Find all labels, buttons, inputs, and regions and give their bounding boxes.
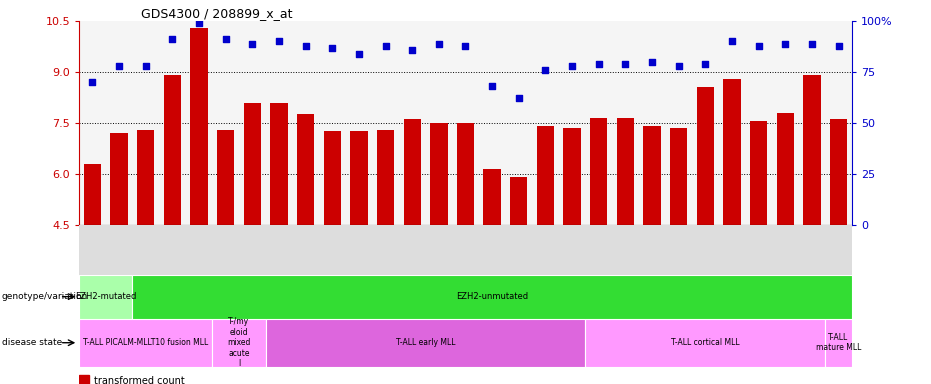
Bar [270, 103, 288, 225]
Bar [403, 119, 421, 225]
Point [777, 40, 792, 46]
Bar [616, 118, 634, 225]
Bar [79, 319, 212, 367]
Text: disease state: disease state [2, 338, 62, 347]
Text: T-ALL PICALM-MLLT10 fusion MLL: T-ALL PICALM-MLLT10 fusion MLL [83, 338, 209, 347]
Point [298, 43, 313, 49]
Point [511, 95, 526, 101]
Point [564, 63, 579, 69]
Bar [723, 79, 741, 225]
Bar [377, 130, 394, 225]
Text: T-/my
eloid
mixed
acute
l: T-/my eloid mixed acute l [227, 318, 250, 368]
Bar [137, 130, 155, 225]
Point [85, 79, 100, 85]
Bar [217, 130, 235, 225]
Point [218, 36, 233, 43]
Point [139, 63, 154, 69]
Point [112, 63, 127, 69]
Text: GDS4300 / 208899_x_at: GDS4300 / 208899_x_at [141, 7, 292, 20]
Point [644, 59, 659, 65]
Point [458, 43, 473, 49]
Point [405, 46, 420, 53]
Bar [84, 164, 101, 225]
Bar [483, 169, 501, 225]
Bar [324, 131, 341, 225]
Bar [590, 118, 607, 225]
Point [272, 38, 287, 45]
Bar [212, 319, 265, 367]
Point [485, 83, 500, 89]
Point [591, 61, 606, 67]
Text: T-ALL
mature MLL: T-ALL mature MLL [816, 333, 861, 353]
Bar [586, 319, 825, 367]
Point [352, 51, 367, 57]
Bar [164, 75, 181, 225]
Point [325, 45, 340, 51]
Point [618, 61, 633, 67]
Bar [79, 275, 132, 319]
Bar [111, 133, 128, 225]
Point [804, 40, 819, 46]
Point [724, 38, 739, 45]
Bar [190, 28, 208, 225]
Text: EZH2-mutated: EZH2-mutated [75, 292, 137, 301]
Bar [265, 319, 586, 367]
Bar [803, 75, 820, 225]
Point [192, 20, 207, 26]
Point [245, 40, 260, 46]
Text: genotype/variation: genotype/variation [2, 292, 88, 301]
Bar [696, 87, 714, 225]
Bar [79, 375, 89, 384]
Point [165, 36, 180, 43]
Text: T-ALL early MLL: T-ALL early MLL [396, 338, 455, 347]
Point [751, 43, 766, 49]
Bar [510, 177, 528, 225]
Text: EZH2-unmutated: EZH2-unmutated [456, 292, 528, 301]
Point [698, 61, 713, 67]
Bar [430, 123, 448, 225]
Bar [670, 128, 687, 225]
Point [378, 43, 393, 49]
Bar [297, 114, 315, 225]
Bar [643, 126, 661, 225]
Bar [825, 319, 852, 367]
Bar [244, 103, 261, 225]
Bar [457, 123, 474, 225]
Bar [776, 113, 794, 225]
Bar [750, 121, 767, 225]
Bar [563, 128, 581, 225]
Bar [350, 131, 368, 225]
Text: transformed count: transformed count [94, 376, 184, 384]
Text: T-ALL cortical MLL: T-ALL cortical MLL [671, 338, 739, 347]
Point [831, 43, 846, 49]
Point [671, 63, 686, 69]
Bar [830, 119, 847, 225]
Point [431, 40, 446, 46]
Bar [537, 126, 554, 225]
Point [538, 67, 553, 73]
